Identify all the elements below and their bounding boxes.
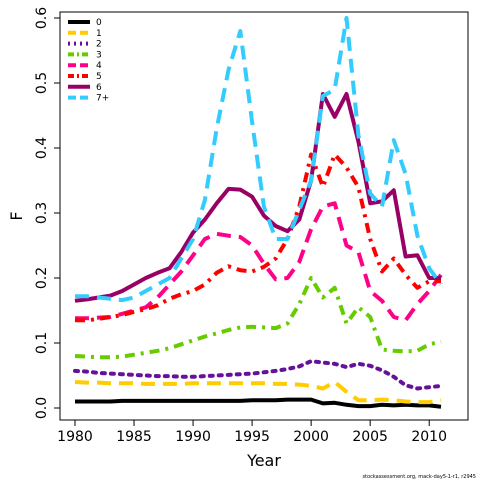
series-line-2 bbox=[73, 359, 443, 391]
y-tick-label: 0.6 bbox=[34, 7, 50, 29]
x-tick-label: 1990 bbox=[175, 429, 211, 445]
legend-label: 7+ bbox=[96, 94, 109, 104]
legend-label: 6 bbox=[96, 83, 102, 93]
series-line-0 bbox=[75, 397, 442, 409]
legend-label: 2 bbox=[96, 40, 102, 50]
y-tick-label: 0.1 bbox=[34, 332, 50, 354]
credit-text: stockassessment.org, mack-day5-1-r1, r29… bbox=[362, 474, 476, 480]
legend-label: 4 bbox=[96, 61, 102, 71]
x-tick-label: 2000 bbox=[293, 429, 329, 445]
x-tick-label: 1980 bbox=[57, 429, 93, 445]
x-tick-label: 1995 bbox=[234, 429, 270, 445]
x-axis: 1980 1985 1990 1995 2000 2005 2010 bbox=[57, 420, 447, 445]
series-line-6 bbox=[74, 92, 441, 303]
y-tick-label: 0.2 bbox=[34, 267, 50, 289]
y-tick-label: 0.4 bbox=[34, 137, 50, 159]
series-layer bbox=[73, 16, 443, 409]
x-tick-label: 2005 bbox=[352, 429, 388, 445]
legend-label: 0 bbox=[96, 18, 102, 28]
y-axis-title: F bbox=[7, 211, 26, 220]
series-line-4 bbox=[75, 201, 443, 323]
series-line-7 bbox=[75, 16, 443, 303]
y-axis: 0.0 0.1 0.2 0.3 0.4 0.5 0.6 bbox=[34, 7, 60, 419]
legend-label: 1 bbox=[96, 29, 102, 39]
y-tick-label: 0.0 bbox=[34, 397, 50, 419]
x-axis-title: Year bbox=[246, 451, 281, 470]
plot-frame bbox=[59, 11, 469, 421]
x-tick-label: 1985 bbox=[116, 429, 152, 445]
y-tick-label: 0.3 bbox=[34, 202, 50, 224]
x-tick-label: 2010 bbox=[411, 429, 447, 445]
y-tick-label: 0.5 bbox=[34, 72, 50, 94]
legend-label: 5 bbox=[96, 72, 102, 82]
series-line-1 bbox=[74, 380, 442, 405]
legend-label: 3 bbox=[96, 50, 102, 60]
series-line-3 bbox=[74, 276, 442, 360]
